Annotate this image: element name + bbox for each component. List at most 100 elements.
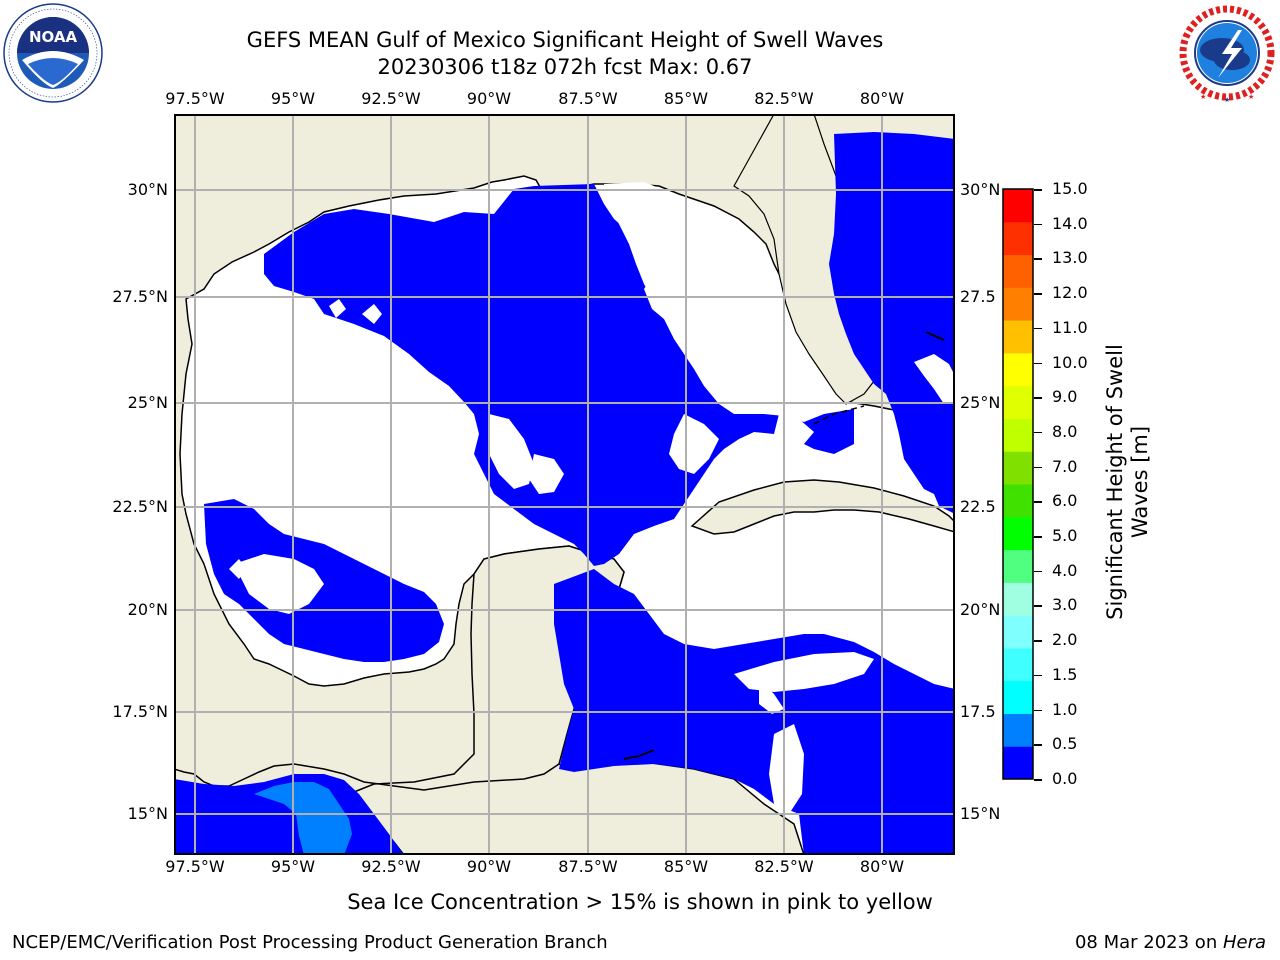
lat-tick-label: 15°N [127,804,168,823]
colorbar-tick-mark [1034,709,1042,712]
colorbar-tick-label: 13.0 [1052,248,1088,268]
colorbar-tick-label: 3.0 [1052,595,1078,615]
colorbar-segment [1003,254,1033,288]
lat-tick-label: 17.5 [960,702,996,721]
lat-tick-label: 15°N [960,804,1001,823]
lat-tick-label: 30°N [960,180,1001,199]
lat-tick-label: 17.5°N [112,702,168,721]
star-icon: ★ [1224,96,1230,104]
colorbar-segment [1003,582,1033,616]
colorbar-segment [1003,385,1033,419]
colorbar-tick-label: 14.0 [1052,213,1088,233]
lon-tick-label: 85°W [663,89,709,108]
lat-tick-label: 22.5°N [112,497,168,516]
colorbar-tick-mark [1034,779,1042,781]
footer-date: 08 Mar 2023 on Hera [1075,932,1266,953]
lon-tick-label: 92.5°W [361,857,421,876]
colorbar-segment [1003,615,1033,649]
colorbar-tick-label: 15.0 [1052,179,1088,198]
colorbar-tick-mark [1034,362,1042,365]
colorbar-tick-mark [1034,640,1042,642]
colorbar-tick-label: 1.5 [1052,664,1078,684]
colorbar-tick-label: 9.0 [1052,387,1078,407]
lat-tick-label: 20°N [960,600,1001,619]
colorbar-tick-label: 10.0 [1052,352,1088,372]
colorbar-frame [1002,188,1034,780]
map-subtitle: 20230306 t18z 072h fcst Max: 0.67 [377,55,753,79]
colorbar-segment [1003,647,1033,682]
map-panel [174,114,955,855]
colorbar-segment [1003,713,1033,747]
lon-tick-label: 82.5°W [754,89,814,108]
map-title: GEFS MEAN Gulf of Mexico Significant Hei… [246,28,884,52]
lon-tick-label: 82.5°W [754,857,814,876]
colorbar-tick-mark [1034,223,1042,226]
lon-tick-label: 95°W [270,89,316,108]
island-mark [813,405,865,425]
colorbar-segment [1003,516,1033,551]
lat-tick-label: 22.5 [960,497,996,516]
colorbar-tick-label: 1.0 [1052,699,1078,719]
island-mark [623,749,655,760]
colorbar-tick-label: 12.0 [1052,283,1088,303]
colorbar-tick-mark [1034,431,1042,434]
star-icon: ★ [1248,93,1254,101]
noaa-logo-text: NOAA [29,28,78,46]
lon-tick-label: 92.5°W [361,89,421,108]
lon-tick-label: 97.5°W [165,857,225,876]
colorbar-segment [1003,352,1033,387]
colorbar-tick-mark [1034,293,1042,295]
colorbar-segment [1003,189,1033,223]
lat-tick-label: 30°N [127,180,168,199]
colorbar-tick-mark [1034,744,1042,746]
footer-date-text: 08 Mar 2023 on [1074,932,1223,953]
colorbar [1002,188,1034,780]
colorbar-tick-label: 5.0 [1052,526,1078,546]
colorbar-tick-label: 4.0 [1052,560,1078,580]
lat-tick-label: 20°N [127,600,168,619]
colorbar-label-line1: Significant Height of Swell [1103,344,1127,620]
lon-tick-label: 87.5°W [558,857,618,876]
lon-tick-label: 87.5°W [558,89,618,108]
lat-tick-label: 27.5 [960,287,996,306]
colorbar-segment [1003,746,1033,780]
colorbar-segment [1003,221,1033,256]
colorbar-tick-mark [1034,189,1042,191]
lon-tick-label: 80°W [859,857,905,876]
colorbar-tick-label: 2.0 [1052,630,1078,650]
colorbar-label-line2: Waves [m] [1128,425,1152,539]
colorbar-tick-label: 7.0 [1052,456,1078,476]
lat-tick-label: 25°N [127,393,168,412]
footer-credit: NCEP/EMC/Verification Post Processing Pr… [12,932,608,953]
lon-tick-label: 80°W [859,89,905,108]
colorbar-tick-label: 11.0 [1052,317,1088,337]
colorbar-tick-label: 8.0 [1052,421,1078,441]
lon-tick-label: 97.5°W [165,89,225,108]
colorbar-segment [1003,680,1033,714]
colorbar-segment [1003,418,1033,452]
colorbar-tick-mark [1034,570,1042,573]
colorbar-tick-mark [1034,466,1042,469]
map-frame [174,114,955,855]
colorbar-tick-mark [1034,258,1042,260]
graticule [174,114,955,855]
noaa-logo: NOAA [3,3,103,103]
colorbar-tick-mark [1034,397,1042,399]
colorbar-tick-label: 6.0 [1052,491,1078,511]
colorbar-segment [1003,549,1033,583]
lon-tick-label: 90°W [466,89,512,108]
footer-host: Hera [1222,932,1266,953]
colorbar-tick-mark [1034,674,1042,677]
colorbar-tick-mark [1034,501,1042,503]
colorbar-segment [1003,484,1033,518]
lon-tick-label: 85°W [663,857,709,876]
nws-logo: ★ ★ ★ [1178,4,1276,104]
colorbar-segment [1003,320,1033,354]
colorbar-tick-mark [1034,536,1042,538]
colorbar-axis-label: Significant Height of Swell Waves [m] [1103,332,1153,632]
lon-tick-label: 95°W [270,857,316,876]
colorbar-tick-label: 0.5 [1052,734,1078,754]
colorbar-tick-mark [1034,605,1042,607]
swell-fill-none [229,182,955,814]
lon-tick-label: 90°W [466,857,512,876]
